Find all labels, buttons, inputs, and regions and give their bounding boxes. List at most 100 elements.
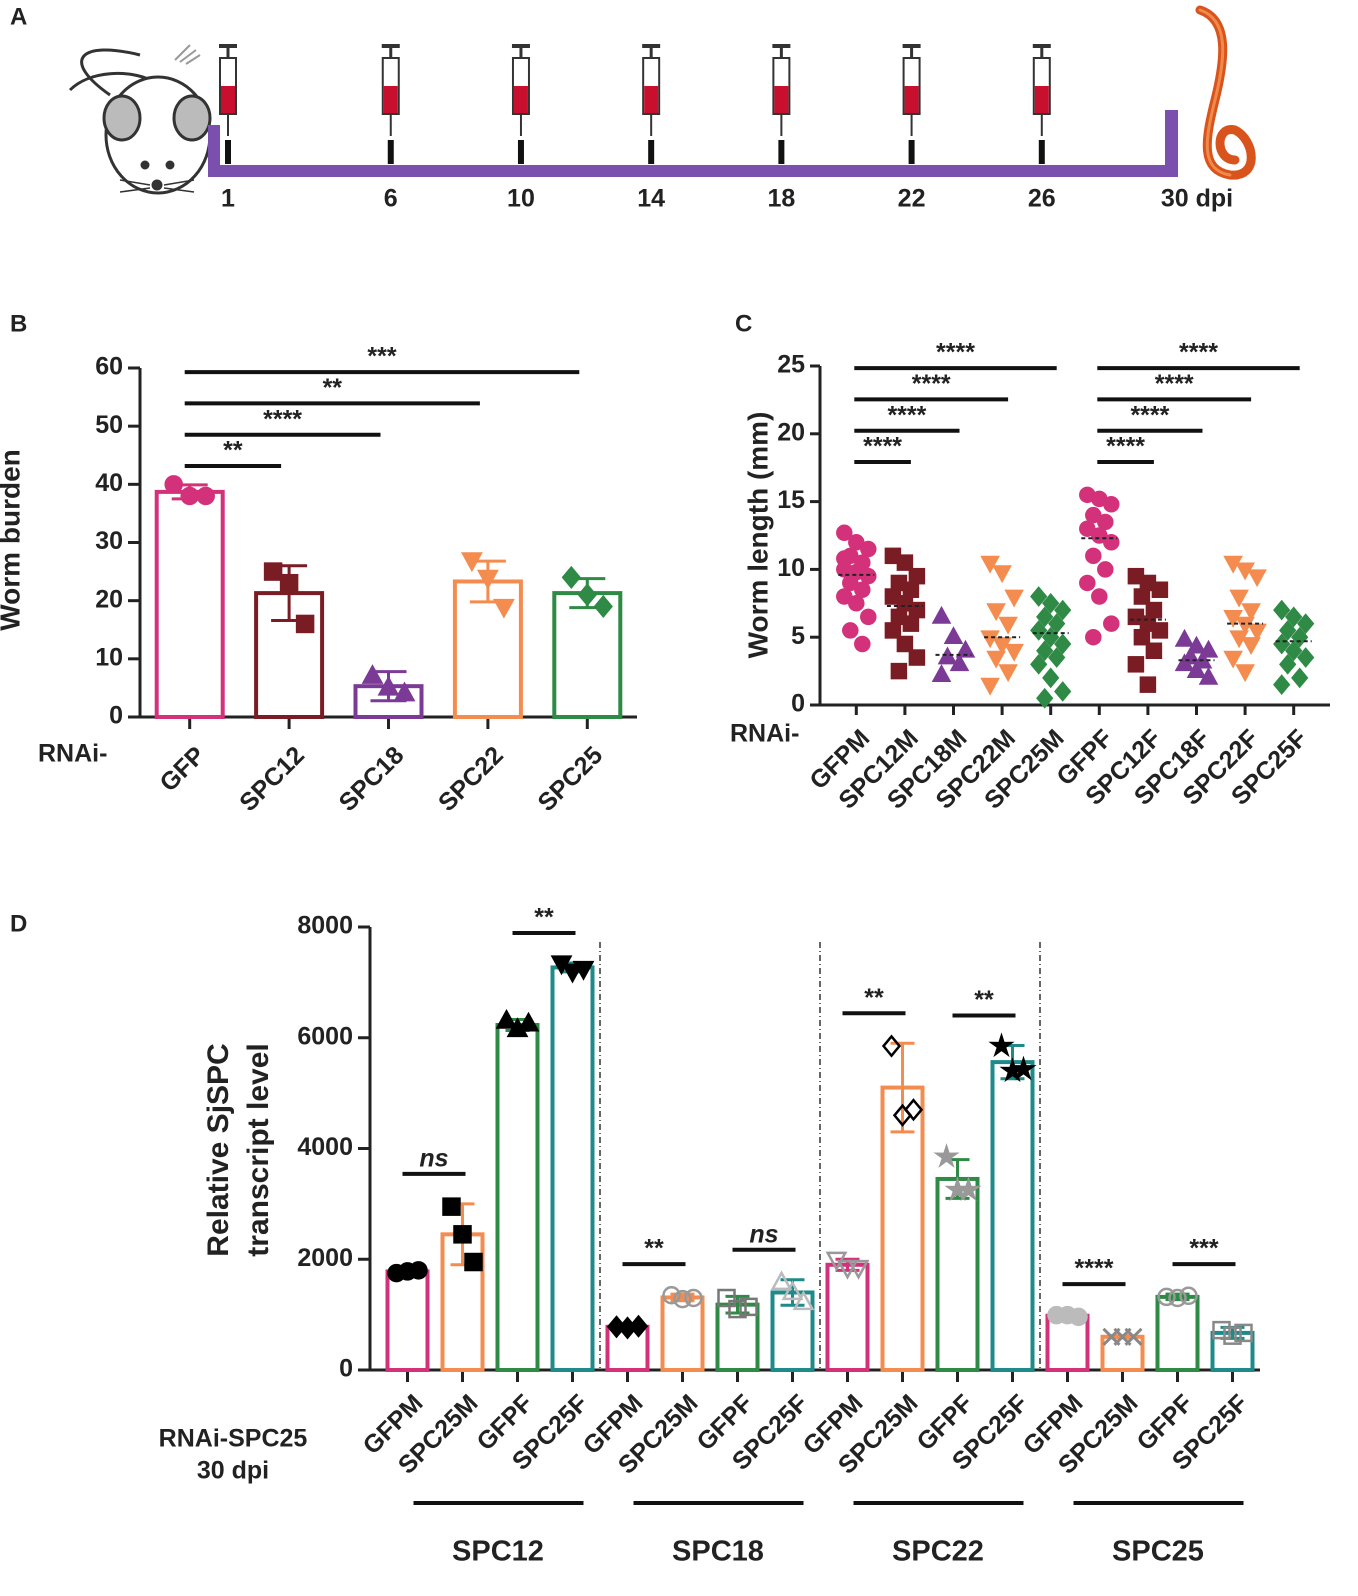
data-point: [1297, 613, 1315, 634]
data-point: [860, 567, 877, 585]
data-point: [854, 635, 871, 653]
data-point: [572, 960, 595, 981]
data-point: [1124, 1327, 1143, 1346]
data-point: [1229, 589, 1249, 608]
significance-label: ****: [263, 405, 302, 433]
timeline-bar: [208, 110, 1178, 177]
data-point: [1010, 1055, 1037, 1081]
data-point: [955, 1176, 982, 1202]
data-point: [986, 603, 1006, 622]
data-point: [949, 653, 970, 672]
significance-label: ns: [749, 1220, 778, 1248]
data-point: [931, 605, 952, 624]
data-point: [955, 639, 976, 658]
data-point: [1103, 615, 1120, 632]
significance-label: ****: [936, 339, 975, 367]
data-point: [842, 622, 859, 639]
data-point: [1279, 620, 1297, 641]
data-point: [1133, 588, 1151, 605]
x-tick-label: SPC18: [334, 741, 410, 817]
significance-label: **: [323, 374, 343, 402]
day-tick: [778, 140, 785, 164]
significance-label: ***: [1189, 1235, 1218, 1263]
significance-label: **: [974, 986, 994, 1014]
data-point: [409, 1261, 428, 1280]
data-point: [1291, 667, 1309, 689]
y-tick-label: 2000: [297, 1244, 353, 1272]
bar: [990, 1060, 1035, 1372]
significance-label: ****: [1179, 339, 1218, 367]
data-point: [1091, 588, 1108, 605]
significance-label: ns: [419, 1144, 448, 1172]
data-point: [836, 1259, 859, 1280]
data-point: [992, 565, 1012, 584]
significance-label: ***: [367, 343, 396, 371]
day-label: 10: [507, 185, 535, 213]
data-point: [1030, 586, 1048, 607]
x-axis-label: RNAi-: [730, 720, 799, 748]
data-point: [1036, 687, 1054, 709]
data-point: [492, 598, 515, 619]
significance-label: **: [534, 904, 554, 932]
data-point: [1273, 599, 1291, 621]
bar: [154, 489, 225, 719]
data-point: [577, 583, 597, 607]
significance-label: ****: [912, 370, 951, 398]
panel-label: B: [10, 310, 27, 337]
data-point: [393, 681, 416, 702]
data-point: [908, 567, 926, 585]
data-point: [361, 664, 384, 684]
day-label: 18: [767, 185, 795, 213]
data-point: [1042, 667, 1060, 689]
day-label: 30 dpi: [1161, 185, 1233, 213]
data-point: [860, 608, 877, 626]
significance-label: ****: [1106, 433, 1145, 461]
day-tick: [908, 140, 915, 164]
data-point: [1103, 496, 1120, 513]
x-tick-label: SPC22: [433, 741, 509, 817]
data-point: [295, 614, 315, 634]
data-point: [561, 963, 584, 984]
data-point: [593, 594, 613, 619]
data-point: [908, 649, 926, 666]
data-point: [1279, 653, 1297, 675]
data-point: [1297, 647, 1315, 668]
data-point: [1054, 599, 1072, 621]
data-point: [442, 1197, 461, 1216]
y-tick-label: 6000: [297, 1022, 353, 1050]
significance-label: **: [644, 1235, 664, 1263]
data-point: [196, 486, 215, 506]
data-point: [1036, 640, 1054, 662]
x-axis-label: RNAi-SPC25: [159, 1425, 308, 1453]
syringe-fluid: [383, 86, 398, 113]
y-tick-label: 30: [95, 527, 123, 555]
y-tick-label: 8000: [297, 912, 353, 940]
data-point: [884, 622, 902, 639]
data-point: [1151, 622, 1169, 639]
data-point: [1247, 569, 1267, 588]
bar: [550, 965, 595, 1373]
data-point: [1069, 1307, 1088, 1327]
data-point: [517, 1011, 540, 1032]
x-axis-label: RNAi-: [38, 740, 107, 768]
data-point: [1241, 637, 1261, 655]
bar: [495, 1023, 540, 1373]
panel-label: A: [10, 3, 27, 30]
panel-label: D: [10, 910, 27, 937]
y-tick-label: 10: [777, 554, 805, 582]
day-tick: [1038, 140, 1045, 164]
y-tick-label: 15: [777, 486, 805, 514]
data-point: [1085, 547, 1102, 565]
data-point: [460, 552, 483, 573]
group-label: SPC22: [892, 1536, 984, 1568]
worm-illustration: [1195, 5, 1256, 180]
data-point: [1048, 613, 1066, 634]
y-tick-label: 0: [339, 1355, 353, 1383]
bar: [825, 1262, 870, 1372]
data-point: [902, 581, 920, 598]
data-point: [1285, 606, 1303, 628]
y-tick-label: 50: [95, 411, 123, 439]
day-tick: [517, 140, 524, 164]
group-label: SPC18: [672, 1536, 764, 1568]
